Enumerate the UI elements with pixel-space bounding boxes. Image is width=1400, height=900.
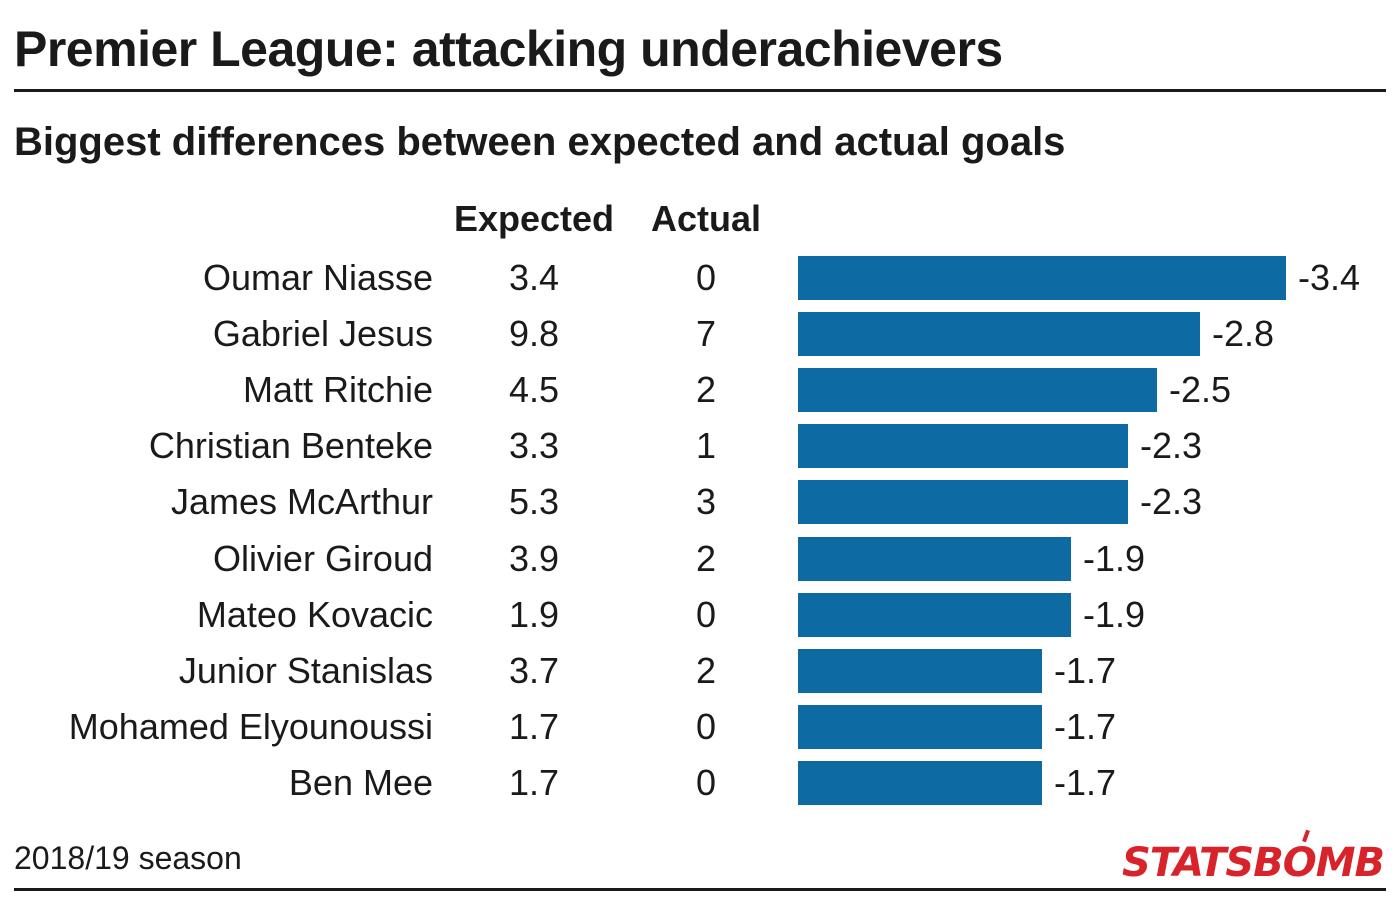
brand-wordmark: STATSBOMB (1122, 840, 1385, 886)
table-row: Christian Benteke 3.3 1 -2.3 (0, 424, 1400, 480)
player-name: Gabriel Jesus (212, 313, 433, 355)
expected-goals-value: 9.8 (508, 313, 560, 355)
actual-goals-value: 0 (695, 761, 717, 803)
difference-label: -1.7 (1054, 761, 1117, 803)
expected-goals-value: 4.5 (508, 369, 560, 411)
table-row: Oumar Niasse 3.4 0 -3.4 (0, 256, 1400, 312)
difference-bar (798, 312, 1200, 357)
difference-label: -1.9 (1083, 537, 1146, 579)
player-name: Mohamed Elyounoussi (68, 705, 433, 747)
statsbomb-logo: STATSBOMB (1114, 829, 1385, 886)
difference-label: -3.4 (1298, 257, 1361, 298)
table-row: Junior Stanislas 3.7 2 -1.7 (0, 648, 1400, 705)
actual-goals-value: 0 (695, 705, 717, 747)
difference-bar (798, 648, 1042, 693)
difference-bar (798, 480, 1128, 525)
expected-goals-value: 3.4 (508, 257, 560, 298)
player-name: Mateo Kovacic (196, 593, 433, 635)
player-name: Olivier Giroud (212, 537, 433, 579)
actual-goals-value: 0 (695, 593, 717, 635)
difference-label: -2.3 (1140, 481, 1203, 523)
player-name: Junior Stanislas (178, 649, 433, 691)
difference-label: -2.8 (1212, 313, 1275, 355)
player-name: Christian Benteke (148, 425, 433, 467)
table-row: Ben Mee 1.7 0 -1.7 (0, 760, 1400, 817)
difference-bar (798, 760, 1042, 805)
expected-goals-value: 1.7 (508, 761, 560, 803)
table-row: Matt Ritchie 4.5 2 -2.5 (0, 368, 1400, 424)
expected-goals-value: 3.9 (508, 537, 560, 579)
difference-label: -2.5 (1169, 369, 1232, 411)
footer-divider (14, 888, 1386, 891)
difference-label: -2.3 (1140, 425, 1203, 467)
difference-bar (798, 424, 1128, 469)
player-name: Oumar Niasse (202, 257, 433, 298)
actual-goals-value: 2 (695, 649, 717, 691)
actual-goals-value: 2 (695, 369, 717, 411)
difference-bar (798, 368, 1157, 413)
expected-goals-value: 1.9 (508, 593, 560, 635)
player-name: Ben Mee (288, 761, 433, 803)
actual-goals-value: 1 (695, 425, 717, 467)
actual-column-header: Actual (650, 198, 762, 239)
table-row: Olivier Giroud 3.9 2 -1.9 (0, 536, 1400, 593)
expected-goals-value: 3.7 (508, 649, 560, 691)
expected-goals-value: 1.7 (508, 705, 560, 747)
actual-goals-value: 0 (695, 257, 717, 298)
actual-goals-value: 2 (695, 537, 717, 579)
difference-label: -1.9 (1083, 593, 1146, 635)
table-row: Mateo Kovacic 1.9 0 -1.9 (0, 592, 1400, 649)
table-row: Gabriel Jesus 9.8 7 -2.8 (0, 312, 1400, 368)
actual-goals-value: 3 (695, 481, 717, 523)
difference-bar (798, 592, 1071, 637)
player-name: Matt Ritchie (242, 369, 433, 411)
player-name: James McArthur (170, 481, 433, 523)
chart-title: Premier League: attacking underachievers (14, 21, 1003, 77)
difference-bar (798, 536, 1071, 581)
difference-bar (798, 256, 1286, 300)
expected-goals-value: 3.3 (508, 425, 560, 467)
title-divider (14, 89, 1386, 92)
season-note: 2018/19 season (14, 840, 242, 876)
expected-goals-value: 5.3 (508, 481, 560, 523)
actual-goals-value: 7 (695, 313, 717, 355)
expected-column-header: Expected (453, 198, 615, 239)
difference-label: -1.7 (1054, 649, 1117, 691)
chart-subtitle: Biggest differences between expected and… (14, 120, 1066, 164)
difference-bar (798, 704, 1042, 749)
difference-label: -1.7 (1054, 705, 1117, 747)
table-row: Mohamed Elyounoussi 1.7 0 -1.7 (0, 704, 1400, 761)
table-row: James McArthur 5.3 3 -2.3 (0, 480, 1400, 536)
